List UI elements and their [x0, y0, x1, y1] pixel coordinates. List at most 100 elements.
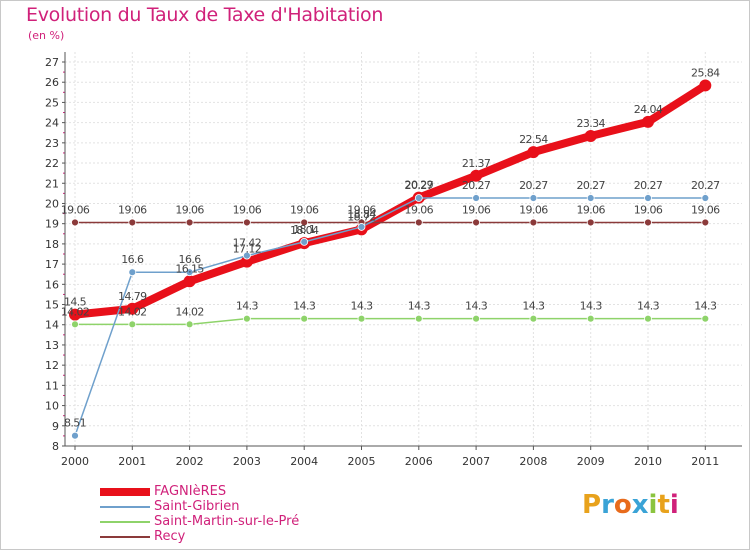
y-tick-label: 14	[45, 319, 59, 332]
y-tick-label: 20	[45, 197, 59, 210]
chart-legend: FAGNIèRES Saint-Gibrien Saint-Martin-sur-l…	[100, 484, 400, 544]
data-label: 18.1	[293, 223, 315, 236]
data-point	[69, 308, 81, 321]
data-label: 20.27	[576, 179, 605, 192]
series-line-1	[74, 197, 707, 437]
legend-swatch	[100, 521, 150, 523]
data-point	[586, 194, 595, 202]
x-tick-label: 2006	[405, 455, 433, 468]
y-tick-label: 18	[45, 238, 59, 251]
data-label: 18.84	[347, 208, 376, 221]
data-label: 16.6	[121, 253, 144, 266]
logo-letter: i	[669, 490, 679, 520]
y-tick-label: 12	[45, 359, 59, 372]
data-label: 22.54	[519, 133, 548, 146]
legend-label: FAGNIèRES	[154, 484, 227, 499]
data-label: 20.27	[405, 179, 434, 192]
y-tick-label: 11	[45, 379, 59, 392]
legend-item: Saint-Martin-sur-le-Pré	[100, 514, 400, 529]
data-point	[185, 320, 194, 329]
logo-letter: P	[582, 490, 602, 520]
series-line-0	[71, 81, 710, 319]
x-tick-label: 2011	[691, 455, 719, 468]
data-label: 19.06	[118, 203, 147, 216]
x-tick-label: 2004	[290, 455, 318, 468]
y-tick-label: 26	[45, 76, 59, 89]
data-label: 14.3	[580, 300, 603, 313]
data-label: 20.29	[405, 179, 434, 192]
plot-area	[65, 52, 742, 446]
legend-label: Saint-Martin-sur-le-Pré	[154, 514, 300, 529]
data-label: 14.79	[118, 290, 147, 303]
data-point	[126, 302, 139, 315]
data-label: 8.51	[64, 417, 86, 430]
data-point	[644, 194, 652, 202]
data-label: 14.3	[465, 300, 488, 313]
y-tick-label: 15	[45, 299, 59, 312]
data-label: 14.3	[522, 300, 545, 313]
y-tick-label: 25	[45, 96, 59, 109]
data-point	[529, 194, 538, 202]
data-point	[357, 314, 366, 323]
data-label: 20.27	[634, 179, 663, 192]
data-point	[71, 218, 79, 227]
data-point	[71, 431, 79, 440]
legend-label: Recy	[154, 529, 186, 544]
data-label: 16.15	[175, 262, 204, 275]
data-label: 14.02	[61, 305, 90, 318]
data-point	[586, 218, 595, 227]
data-label: 14.3	[637, 300, 660, 313]
data-label: 25.84	[691, 66, 720, 79]
data-point	[470, 169, 483, 182]
data-label: 14.02	[175, 305, 204, 318]
data-point	[240, 255, 253, 268]
data-label: 19.06	[519, 203, 548, 216]
x-tick-label: 2002	[176, 455, 204, 468]
data-point	[185, 218, 194, 227]
y-tick-label: 23	[45, 137, 59, 150]
data-point	[300, 314, 309, 323]
data-label: 14.3	[350, 300, 373, 313]
logo-letter: t	[657, 490, 670, 520]
data-point	[414, 194, 423, 202]
data-point	[414, 314, 423, 323]
x-tick-label: 2000	[61, 455, 89, 468]
x-tick-label: 2007	[462, 455, 490, 468]
chart-unit: (en %)	[28, 29, 65, 42]
data-label: 18.72	[347, 210, 376, 223]
data-point	[644, 314, 652, 323]
data-label: 14.3	[293, 300, 316, 313]
data-point	[128, 268, 137, 277]
data-point	[242, 314, 251, 323]
data-point	[472, 218, 481, 227]
data-point	[699, 79, 712, 92]
data-point	[472, 314, 481, 323]
data-point	[300, 218, 309, 227]
proxiti-logo: Proxiti	[582, 490, 679, 520]
data-point	[71, 320, 79, 329]
data-label: 20.27	[462, 179, 491, 192]
x-tick-label: 2003	[233, 455, 261, 468]
data-point	[529, 218, 538, 227]
data-label: 19.06	[347, 203, 376, 216]
chart-title: Evolution du Taux de Taxe d'Habitation	[26, 4, 384, 26]
data-label: 20.27	[691, 179, 720, 192]
data-point	[472, 194, 481, 202]
data-label: 24.04	[634, 103, 663, 116]
data-point	[644, 218, 652, 227]
data-label: 14.3	[236, 300, 259, 313]
data-point	[414, 218, 423, 227]
data-label: 21.37	[462, 157, 491, 170]
x-tick-label: 2001	[118, 455, 146, 468]
y-tick-label: 13	[45, 339, 59, 352]
y-tick-label: 16	[45, 278, 59, 291]
data-point	[701, 194, 710, 202]
data-label: 23.34	[576, 117, 605, 130]
y-tick-label: 27	[45, 56, 59, 69]
data-point	[183, 275, 196, 288]
legend-swatch	[100, 536, 150, 538]
data-label: 14.5	[64, 296, 87, 309]
legend-item: FAGNIèRES	[100, 484, 400, 499]
y-tick-label: 22	[45, 157, 59, 170]
data-label: 17.12	[233, 243, 262, 256]
